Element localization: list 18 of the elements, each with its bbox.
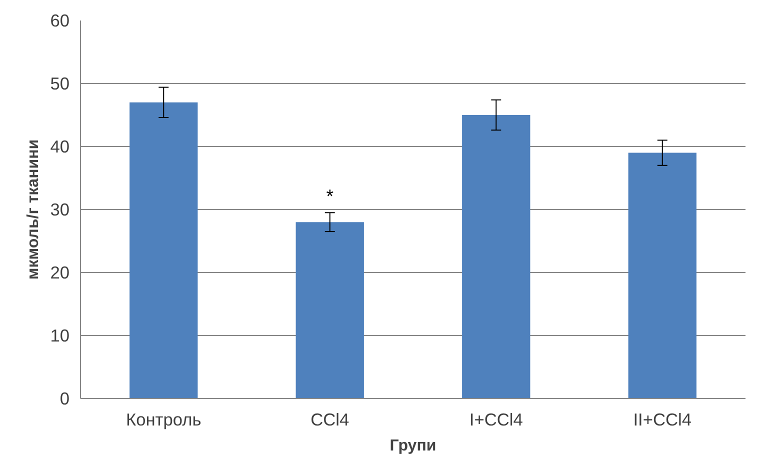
y-tick-label: 30	[50, 200, 70, 220]
x-tick-label: I+CCl4	[469, 410, 524, 430]
y-tick-label: 20	[50, 262, 70, 282]
x-tick-label: Контроль	[126, 410, 202, 430]
y-axis-title: мкмоль/г тканини	[25, 139, 42, 280]
bar	[296, 222, 364, 398]
y-tick-label: 50	[50, 74, 70, 94]
bar	[130, 102, 198, 398]
bar	[628, 152, 696, 398]
x-tick-label: II+CCl4	[633, 410, 692, 430]
y-tick-label: 10	[50, 326, 70, 346]
x-tick-label: CCl4	[310, 410, 350, 430]
x-axis-title: Групи	[390, 438, 436, 454]
bar	[462, 115, 530, 398]
y-tick-label: 40	[50, 136, 70, 156]
annotation: *	[326, 186, 334, 207]
y-tick-label: 0	[60, 388, 70, 408]
y-tick-label: 60	[50, 10, 70, 30]
